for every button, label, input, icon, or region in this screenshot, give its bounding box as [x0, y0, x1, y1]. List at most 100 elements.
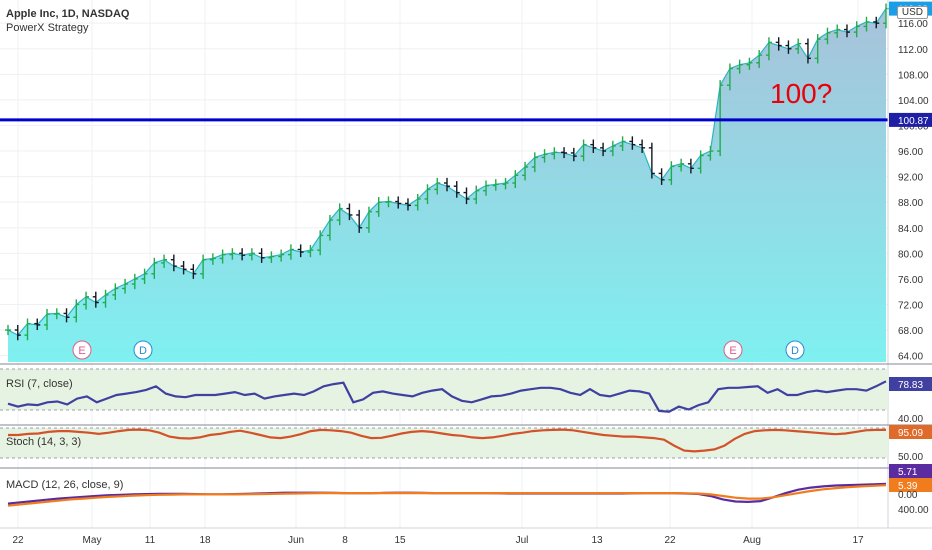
event-letter: E — [729, 345, 736, 357]
ohlc-bar — [73, 299, 80, 323]
ohlc-bar — [268, 251, 275, 263]
macd-axis-tick: 0.00 — [898, 490, 918, 501]
macd-panel-label[interactable]: MACD (12, 26, close, 9) — [6, 479, 124, 491]
ohlc-bar — [24, 318, 31, 341]
ohlc-bar — [697, 150, 704, 174]
ohlc-bar — [229, 248, 236, 260]
ohlc-bar — [180, 260, 187, 275]
x-tick-label: 8 — [342, 535, 348, 546]
rsi-panel-label[interactable]: RSI (7, close) — [6, 378, 73, 390]
ohlc-bar — [804, 38, 811, 64]
ohlc-bar — [34, 318, 41, 331]
ohlc-bar — [853, 21, 860, 38]
ohlc-bar — [83, 291, 90, 310]
symbol-title[interactable]: Apple Inc, 1D, NASDAQ — [6, 8, 130, 20]
ohlc-bar — [346, 203, 353, 221]
stoch-panel-label[interactable]: Stoch (14, 3, 3) — [6, 436, 82, 448]
macd-line-1 — [7, 484, 887, 507]
ohlc-bar — [404, 198, 411, 211]
x-tick-label: 13 — [591, 535, 603, 546]
ohlc-bar — [219, 249, 226, 264]
ohlc-bar — [824, 27, 831, 45]
ohlc-bar — [541, 149, 548, 163]
rsi-value-tag-text: 78.83 — [898, 380, 923, 391]
ohlc-bar — [600, 142, 607, 157]
ohlc-bar — [161, 254, 168, 269]
ohlc-bar — [492, 179, 499, 191]
ohlc-bar — [726, 63, 733, 91]
ohlc-bar — [814, 34, 821, 64]
ohlc-bar — [336, 203, 343, 226]
level-price-tag-text: 100.87 — [898, 116, 929, 127]
ohlc-bar — [307, 245, 314, 258]
rsi-value-tag-bg — [889, 377, 932, 391]
ohlc-bar — [590, 139, 597, 153]
stoch-value-tag: 95.09 — [889, 425, 932, 439]
ohlc-bar — [687, 158, 694, 174]
event-marker: E — [723, 340, 743, 360]
ohlc-bar — [258, 248, 265, 263]
x-tick-label: Jul — [516, 535, 529, 546]
ohlc-bar — [561, 147, 568, 159]
strategy-label[interactable]: PowerX Strategy — [6, 22, 89, 34]
ohlc-bar — [297, 244, 304, 258]
event-circle — [785, 340, 805, 360]
ohlc-bar — [287, 244, 294, 260]
ohlc-bar — [239, 248, 246, 261]
rsi-line-0 — [7, 380, 887, 413]
event-marker: D — [133, 340, 153, 360]
ohlc-bar — [746, 57, 753, 70]
ohlc-bar — [736, 59, 743, 74]
y-tick-label: 108.00 — [898, 70, 929, 81]
ohlc-bar — [531, 152, 538, 173]
y-tick-label: 72.00 — [898, 300, 923, 311]
ohlc-bar — [141, 268, 148, 285]
ohlc-bar — [112, 283, 119, 300]
rsi-axis-tick: 40.00 — [898, 414, 923, 425]
ohlc-bar — [395, 196, 402, 209]
y-tick-label: 88.00 — [898, 198, 923, 209]
stoch-band — [0, 428, 888, 458]
macd-value-tag-bg — [889, 464, 932, 478]
y-tick-label: 92.00 — [898, 173, 923, 184]
ohlc-bar — [375, 197, 382, 217]
ohlc-bar — [317, 230, 324, 256]
y-tick-label: 68.00 — [898, 326, 923, 337]
ohlc-bar — [170, 254, 177, 272]
ohlc-bar — [131, 273, 138, 290]
ohlc-bar — [44, 308, 51, 331]
ohlc-bar — [14, 324, 21, 341]
ohlc-bar — [483, 180, 490, 196]
ohlc-bar — [609, 140, 616, 157]
ohlc-bar — [463, 187, 470, 205]
ohlc-bar — [512, 170, 519, 189]
event-circle — [72, 340, 92, 360]
macd-axis-tick: 400.00 — [898, 505, 929, 516]
y-tick-label: 80.00 — [898, 249, 923, 260]
ohlc-bar — [326, 214, 333, 241]
ohlc-bar — [619, 136, 626, 152]
y-tick-label: 112.00 — [898, 45, 928, 56]
x-tick-label: Aug — [743, 535, 761, 546]
ohlc-bar — [648, 142, 655, 179]
event-marker: E — [72, 340, 92, 360]
ohlc-bar — [190, 264, 197, 279]
y-tick-label: 96.00 — [898, 147, 923, 158]
ohlc-bar — [834, 24, 841, 38]
y-tick-label: 84.00 — [898, 224, 923, 235]
stoch-value-tag-bg — [889, 425, 932, 439]
ohlc-bar — [502, 177, 509, 190]
ohlc-bar — [151, 257, 158, 279]
ohlc-bar — [668, 161, 675, 185]
ohlc-bar — [200, 254, 207, 279]
ohlc-bar — [453, 181, 460, 198]
ohlc-bar — [102, 289, 109, 308]
macd-value-tag-text: 5.71 — [898, 467, 918, 478]
level-price-tag-bg — [889, 112, 932, 127]
signal-value-tag-text: 5.39 — [898, 481, 918, 492]
signal-value-tag-bg — [889, 478, 932, 492]
ohlc-bar — [717, 80, 724, 157]
ohlc-bar — [775, 37, 782, 51]
currency-badge[interactable]: USD — [896, 6, 928, 19]
